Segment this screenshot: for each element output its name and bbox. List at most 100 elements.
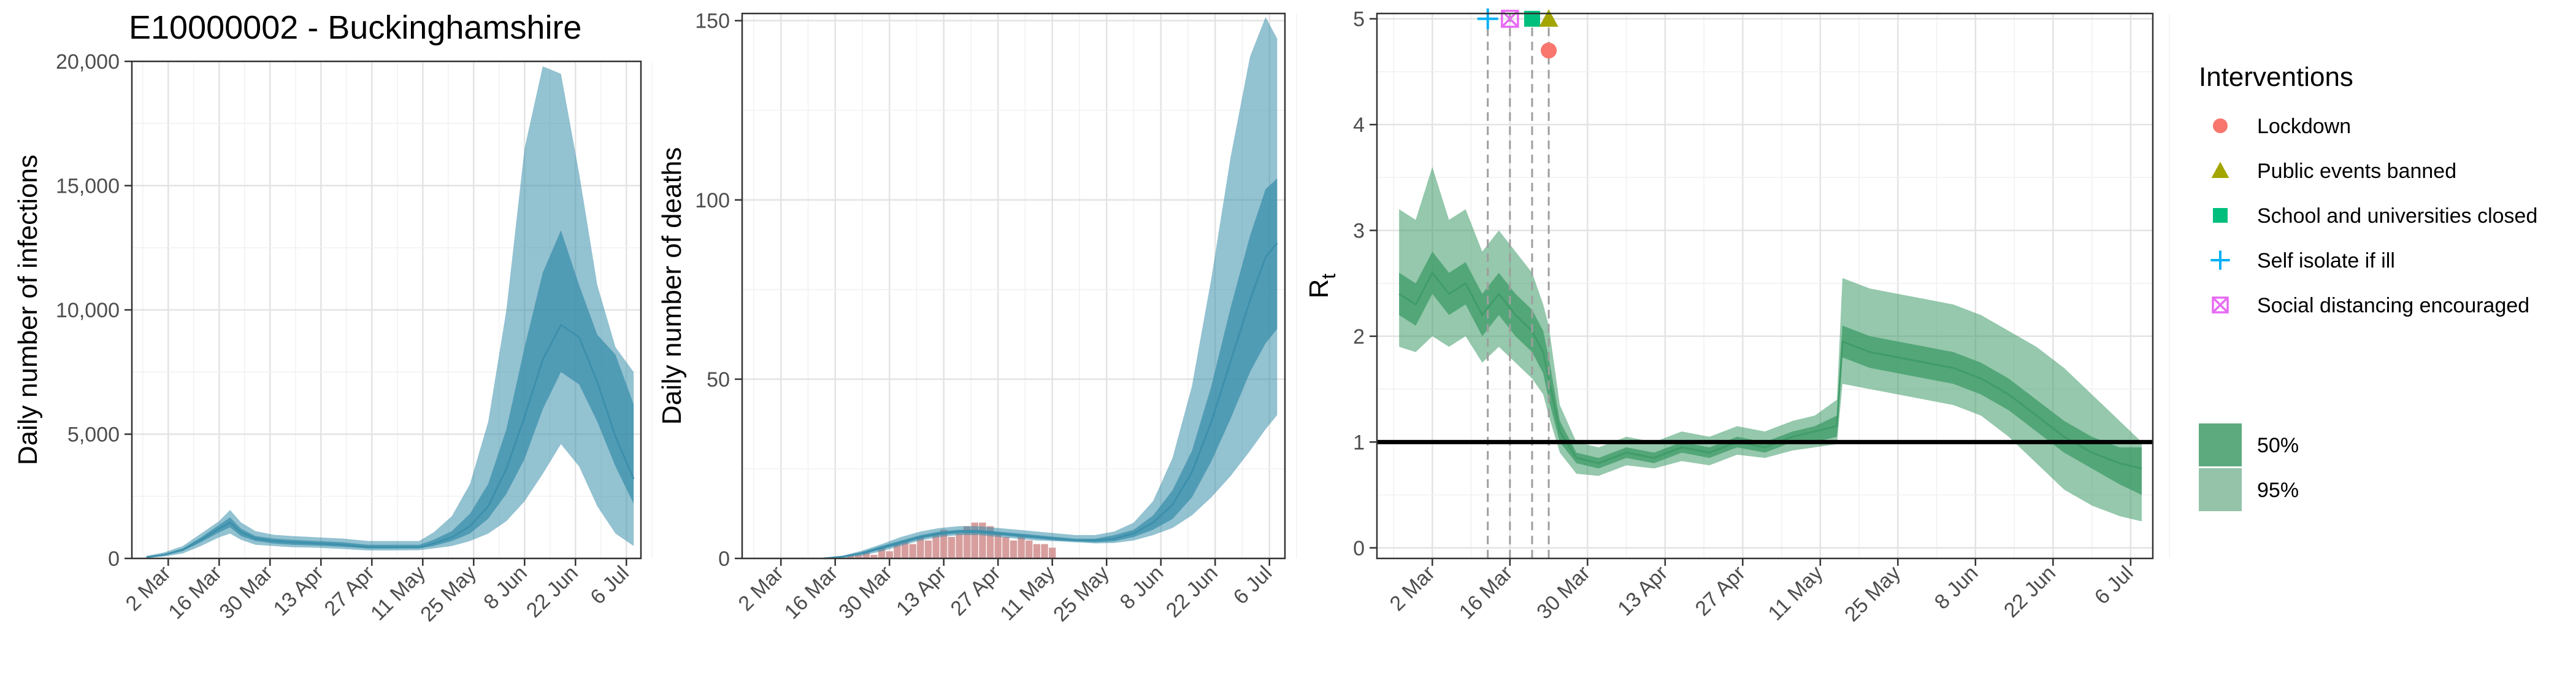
observed-death-bar bbox=[1018, 536, 1025, 558]
observed-death-bar bbox=[1002, 536, 1010, 558]
legend-key-icon-d2 bbox=[2212, 296, 2229, 314]
legend-swatch bbox=[2199, 468, 2242, 511]
observed-death-bar bbox=[909, 544, 916, 558]
observed-death-bar bbox=[901, 540, 909, 558]
legend-title: Interventions bbox=[2199, 62, 2353, 92]
observed-death-bar bbox=[986, 526, 994, 558]
observed-death-bar bbox=[1041, 544, 1048, 558]
observed-death-bar bbox=[917, 536, 924, 558]
y-tick-label: 2 bbox=[1353, 325, 1365, 349]
observed-death-bar bbox=[940, 530, 948, 558]
y-tick-label: 0 bbox=[1353, 537, 1365, 560]
x-tick-label: 27 Apr bbox=[1691, 561, 1750, 620]
x-tick-label: 11 May bbox=[1764, 561, 1828, 625]
y-tick-label: 20,000 bbox=[56, 50, 120, 74]
legend-item-label: School and universities closed bbox=[2257, 204, 2537, 228]
observed-death-bar bbox=[894, 544, 901, 558]
y-tick-label: 100 bbox=[695, 189, 730, 212]
x-tick-label: 16 Mar bbox=[1455, 561, 1517, 624]
x-tick-label: 30 Mar bbox=[834, 561, 897, 624]
observed-death-bar bbox=[948, 536, 956, 558]
y-tick-label: 0 bbox=[108, 547, 120, 571]
x-tick-label: 30 Mar bbox=[215, 561, 277, 624]
chart-panel-3: 0 1 2 3 4 5 2 Mar 16 Mar 30 Mar 13 Apr 27 Apr 11 Ma… bbox=[1304, 8, 2170, 627]
legend-bands: 50% 95% bbox=[2199, 423, 2299, 511]
legend-item-label: Lockdown bbox=[2257, 115, 2351, 138]
x-tick-label: 22 Jun bbox=[522, 561, 583, 622]
y-tick-label: 10,000 bbox=[56, 299, 120, 322]
y-tick-label: 50 bbox=[707, 368, 730, 392]
legend-item-label: Self isolate if ill bbox=[2257, 249, 2395, 272]
observed-death-bar bbox=[956, 533, 963, 558]
intervention-marker bbox=[1539, 9, 1558, 27]
legend-key-icon bbox=[2211, 161, 2229, 178]
y-axis-label: Rt bbox=[1304, 274, 1340, 299]
y-tick-label: 15,000 bbox=[56, 175, 120, 198]
band-50 bbox=[146, 230, 634, 558]
legend-key-icon-box bbox=[2212, 296, 2229, 314]
x-tick-label: 22 Jun bbox=[1162, 561, 1222, 622]
x-tick-label: 27 Apr bbox=[946, 561, 1005, 620]
observed-death-bar bbox=[924, 540, 932, 558]
median-line bbox=[146, 323, 635, 558]
y-tick-label: 5 bbox=[1353, 8, 1365, 31]
intervention-marker-box bbox=[1501, 9, 1519, 28]
x-tick-label: 16 Mar bbox=[164, 561, 226, 624]
x-tick-label: 30 Mar bbox=[1532, 561, 1595, 624]
legend-band-label: 50% bbox=[2257, 434, 2299, 457]
x-tick-label: 13 Apr bbox=[1613, 561, 1672, 620]
legend-key-icon bbox=[2212, 296, 2229, 314]
x-tick-label: 2 Mar bbox=[1386, 561, 1439, 615]
legend-key-icon bbox=[2210, 250, 2230, 270]
observed-death-bar bbox=[886, 551, 893, 558]
intervention-marker bbox=[1477, 8, 1498, 29]
y-tick-label: 1 bbox=[1353, 431, 1365, 454]
observed-death-bar bbox=[932, 533, 940, 558]
y-axis-label: Daily number of deaths bbox=[657, 147, 687, 425]
x-tick-label: 25 May bbox=[1049, 561, 1114, 627]
x-tick-label: 6 Jul bbox=[1229, 561, 1277, 609]
legend-item-label: Social distancing encouraged bbox=[2257, 294, 2529, 317]
x-tick-label: 13 Apr bbox=[269, 561, 328, 620]
legend-key-icon bbox=[2213, 118, 2228, 133]
x-tick-label: 25 May bbox=[416, 561, 481, 627]
median-line bbox=[823, 242, 1278, 560]
median-line bbox=[1398, 271, 2142, 469]
plot-frame bbox=[1376, 12, 2154, 560]
observed-death-bar bbox=[979, 522, 986, 558]
y-tick-label: 5,000 bbox=[67, 423, 120, 447]
y-tick-label: 3 bbox=[1353, 219, 1365, 242]
x-tick-label: 11 May bbox=[995, 561, 1059, 625]
y-tick-label: 4 bbox=[1353, 114, 1365, 137]
observed-death-bar bbox=[854, 555, 862, 558]
legend-band-label: 95% bbox=[2257, 479, 2299, 502]
legend-interventions: Interventions Lockdown Public events banne… bbox=[2199, 62, 2537, 317]
x-tick-label: 11 May bbox=[366, 561, 430, 625]
legend-swatch bbox=[2199, 423, 2242, 466]
x-tick-label: 25 May bbox=[1840, 561, 1905, 627]
legend-item-label: Public events banned bbox=[2257, 160, 2456, 183]
x-tick-label: 13 Apr bbox=[892, 561, 951, 620]
x-tick-label: 8 Jun bbox=[1930, 561, 1983, 614]
y-tick-label: 0 bbox=[718, 547, 730, 571]
observed-death-bar bbox=[1033, 544, 1041, 558]
y-tick-label: 150 bbox=[695, 10, 730, 33]
observed-death-bar bbox=[878, 547, 886, 558]
x-tick-label: 8 Jun bbox=[1116, 561, 1168, 614]
observed-death-bar bbox=[870, 555, 878, 558]
observed-death-bar bbox=[1049, 547, 1056, 558]
legend-key-icon bbox=[2213, 208, 2228, 223]
intervention-marker bbox=[1541, 42, 1557, 59]
gridlines bbox=[1377, 14, 2170, 558]
page-title: E10000002 - Buckinghamshire bbox=[129, 9, 582, 46]
plot-frame bbox=[741, 12, 1286, 560]
y-axis-label-subscript: t bbox=[1317, 274, 1340, 279]
observed-death-bar bbox=[994, 533, 1002, 558]
x-tick-label: 16 Mar bbox=[780, 561, 843, 624]
observed-death-bar bbox=[963, 526, 971, 558]
observed-death-bar bbox=[1025, 540, 1033, 558]
x-tick-label: 6 Jul bbox=[2090, 561, 2138, 609]
